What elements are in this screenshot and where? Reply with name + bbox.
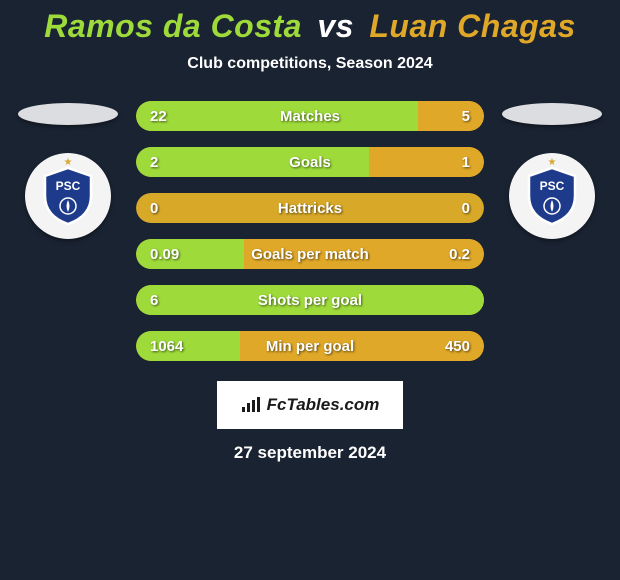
player1-photo <box>18 103 118 125</box>
comparison-card: Ramos da Costa vs Luan Chagas Club compe… <box>0 0 620 463</box>
vs-text: vs <box>317 8 354 44</box>
brand-text: FcTables.com <box>267 395 380 415</box>
stat-value-left: 22 <box>150 108 167 125</box>
stat-row: 2 Goals 1 <box>136 147 484 177</box>
stat-label: Matches <box>280 108 340 125</box>
content-row: ★ PSC 22 Matches 5 2 Goals 1 0 Hattricks 0 0.09 Go… <box>0 101 620 361</box>
stat-value-right: 1 <box>462 154 470 171</box>
stat-row: 22 Matches 5 <box>136 101 484 131</box>
stat-label: Hattricks <box>278 200 342 217</box>
player1-name: Ramos da Costa <box>44 8 302 44</box>
stat-value-right: 0.2 <box>449 246 470 263</box>
player1-side: ★ PSC <box>18 101 118 239</box>
stat-row: 1064 Min per goal 450 <box>136 331 484 361</box>
player2-photo <box>502 103 602 125</box>
stat-bar-left <box>136 101 418 131</box>
shield-icon: PSC <box>41 166 95 226</box>
stat-bar-left <box>136 147 369 177</box>
stat-label: Min per goal <box>266 338 354 355</box>
stat-value-left: 0.09 <box>150 246 179 263</box>
chart-icon <box>241 397 261 413</box>
stat-value-left: 1064 <box>150 338 183 355</box>
stat-row: 6 Shots per goal <box>136 285 484 315</box>
stat-label: Goals <box>289 154 331 171</box>
player2-name: Luan Chagas <box>369 8 575 44</box>
stat-label: Goals per match <box>251 246 369 263</box>
stat-value-right: 0 <box>462 200 470 217</box>
stat-value-right: 450 <box>445 338 470 355</box>
stat-row: 0.09 Goals per match 0.2 <box>136 239 484 269</box>
brand-box: FcTables.com <box>217 381 404 429</box>
stats-column: 22 Matches 5 2 Goals 1 0 Hattricks 0 0.09 Goals pe… <box>136 101 484 361</box>
stat-value-right: 5 <box>462 108 470 125</box>
stat-value-left: 2 <box>150 154 158 171</box>
club-initials: PSC <box>56 179 81 193</box>
stat-value-left: 6 <box>150 292 158 309</box>
stat-label: Shots per goal <box>258 292 362 309</box>
club-initials: PSC <box>540 179 565 193</box>
player2-side: ★ PSC <box>502 101 602 239</box>
stat-value-left: 0 <box>150 200 158 217</box>
stat-row: 0 Hattricks 0 <box>136 193 484 223</box>
player1-club-badge: ★ PSC <box>25 153 111 239</box>
page-title: Ramos da Costa vs Luan Chagas <box>0 8 620 45</box>
player2-club-badge: ★ PSC <box>509 153 595 239</box>
subtitle: Club competitions, Season 2024 <box>0 55 620 73</box>
date-text: 27 september 2024 <box>234 443 386 463</box>
shield-icon: PSC <box>525 166 579 226</box>
stat-bar-right <box>418 101 484 131</box>
footer: FcTables.com 27 september 2024 <box>0 381 620 463</box>
